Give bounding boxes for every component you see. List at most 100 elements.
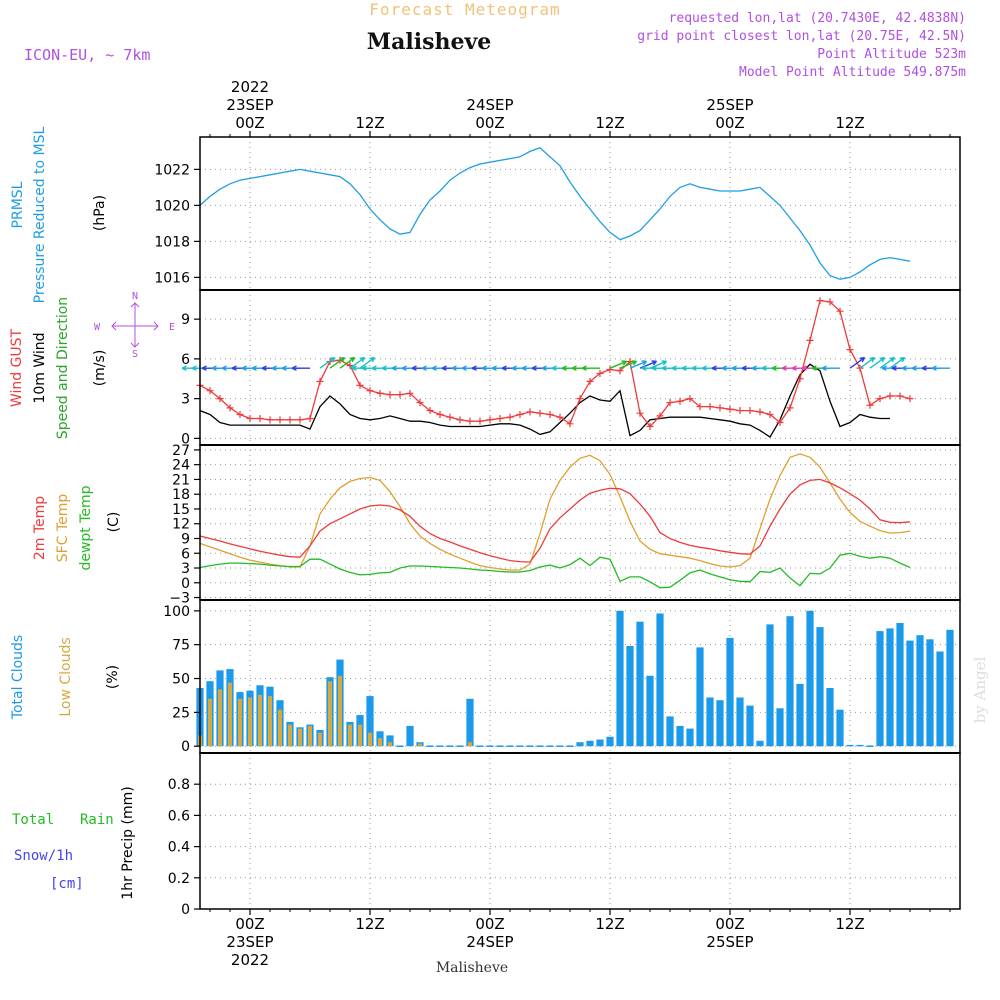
pressure-ytick-label: 1022 bbox=[154, 162, 190, 178]
wind-direction-arrow bbox=[859, 356, 876, 369]
wind-gust-marker bbox=[226, 404, 234, 412]
wind-gust-marker bbox=[596, 369, 604, 377]
total-cloud-bar bbox=[676, 725, 684, 747]
total-cloud-bar bbox=[596, 739, 604, 747]
wind-direction-arrow bbox=[889, 356, 906, 369]
wind-gust-marker bbox=[486, 416, 494, 424]
wind-ytick-label: 9 bbox=[181, 312, 190, 328]
t2m-temp-line bbox=[199, 478, 911, 563]
precip-ytick-label: 0.8 bbox=[168, 777, 190, 793]
bottom-time-label: 23SEP bbox=[226, 933, 273, 951]
wind-gust-marker bbox=[396, 391, 404, 399]
precip-ytick-label: 0.2 bbox=[168, 871, 190, 887]
precip-label-cm: [cm] bbox=[50, 876, 84, 892]
wind-gust-marker bbox=[276, 416, 284, 424]
wind-direction-arrow bbox=[339, 356, 356, 369]
wind-gust-marker bbox=[736, 407, 744, 415]
pressure-label-msl: Pressure Reduced to MSL bbox=[32, 126, 48, 303]
wind-gust-marker bbox=[426, 407, 434, 415]
total-cloud-bar bbox=[846, 744, 854, 747]
temp-ytick-label: 18 bbox=[172, 487, 190, 503]
wind-gust-marker bbox=[696, 403, 704, 411]
wind-gust-marker bbox=[666, 399, 674, 407]
temp-labels: 2m Temp SFC Temp dewpt Temp (C) bbox=[32, 485, 122, 570]
sfc-temp-line bbox=[199, 453, 911, 571]
bottom-time-label: 12Z bbox=[595, 915, 624, 933]
wind-gust-marker bbox=[236, 411, 244, 419]
total-cloud-bar bbox=[466, 698, 474, 747]
total-cloud-bar bbox=[796, 683, 804, 747]
wind-direction-arrow bbox=[619, 360, 638, 369]
total-cloud-bar bbox=[726, 637, 734, 747]
temp-label-dewpt: dewpt Temp bbox=[78, 485, 94, 570]
precip-ytick-label: 0 bbox=[181, 902, 190, 918]
wind-direction-arrow bbox=[629, 360, 648, 369]
wind-direction-arrow bbox=[869, 356, 886, 369]
frame-layer bbox=[199, 136, 961, 910]
compass-west: W bbox=[94, 322, 101, 333]
precip-frame bbox=[199, 752, 961, 910]
pressure-labels: PRMSL Pressure Reduced to MSL (hPa) bbox=[10, 126, 108, 303]
credit-watermark: by Angel bbox=[971, 656, 989, 723]
low-cloud-bar bbox=[308, 725, 312, 747]
wind-gust-marker bbox=[356, 381, 364, 389]
wind-gust-marker bbox=[686, 395, 694, 403]
low-cloud-bar bbox=[348, 724, 352, 747]
bottom-time-label: 12Z bbox=[355, 915, 384, 933]
precip-ytick-label: 0.6 bbox=[168, 808, 190, 824]
wind-direction-arrow bbox=[581, 365, 600, 371]
pressure-ytick-label: 1016 bbox=[154, 270, 190, 286]
total-cloud-bar bbox=[766, 624, 774, 747]
pressure-ytick-label: 1020 bbox=[154, 198, 190, 214]
total-cloud-bar bbox=[776, 708, 784, 747]
wind-ytick-label: 0 bbox=[181, 431, 190, 447]
total-cloud-bar bbox=[656, 613, 664, 747]
low-cloud-bar bbox=[318, 732, 322, 747]
bottom-time-label: 2022 bbox=[231, 951, 269, 969]
low-cloud-bar bbox=[288, 724, 292, 747]
top-time-label: 12Z bbox=[595, 114, 624, 132]
wind-gust-marker bbox=[506, 413, 514, 421]
temp-ytick-label: 0 bbox=[181, 576, 190, 592]
total-cloud-bar bbox=[406, 725, 414, 747]
top-time-label: 2022 bbox=[231, 78, 269, 96]
wind-direction-arrow bbox=[329, 356, 346, 369]
wind-direction-arrow bbox=[609, 360, 628, 369]
wind-gust-marker bbox=[306, 415, 314, 423]
wind-label-10m: 10m Wind bbox=[32, 332, 48, 403]
wind-direction-arrow bbox=[291, 365, 310, 371]
total-cloud-bar bbox=[876, 631, 884, 747]
low-cloud-bar bbox=[218, 689, 222, 747]
total-cloud-bar bbox=[786, 616, 794, 747]
wind-gust-marker bbox=[676, 397, 684, 405]
wind-gust-marker bbox=[496, 415, 504, 423]
wind-gust-marker bbox=[256, 415, 264, 423]
low-cloud-bar bbox=[388, 742, 392, 747]
temp-label-sfc: SFC Temp bbox=[55, 494, 71, 563]
low-cloud-bar bbox=[258, 694, 262, 747]
precip-labels: Total Rain Snow/1h [cm] 1hr Precip (mm) bbox=[12, 786, 136, 899]
low-cloud-bar bbox=[208, 698, 212, 747]
wind-gust-marker bbox=[806, 336, 814, 344]
low-cloud-bar bbox=[358, 724, 362, 747]
clouds-ytick-label: 100 bbox=[163, 604, 190, 620]
wind-gust-marker bbox=[386, 391, 394, 399]
total-cloud-bar bbox=[836, 709, 844, 747]
clouds-ytick-label: 0 bbox=[181, 739, 190, 755]
gridpoint-coords: grid point closest lon,lat (20.75E, 42.5… bbox=[637, 29, 966, 44]
precip-label-snow: Snow/1h bbox=[14, 848, 73, 864]
top-time-label: 23SEP bbox=[226, 96, 273, 114]
total-cloud-bar bbox=[606, 736, 614, 747]
total-cloud-bar bbox=[576, 742, 584, 747]
wind-gust-marker bbox=[656, 412, 664, 420]
requested-coords: requested lon,lat (20.7430E, 42.4838N) bbox=[669, 11, 966, 26]
wind-gust-marker bbox=[906, 395, 914, 403]
wind-ytick-label: 3 bbox=[181, 392, 190, 408]
wind-gust-marker bbox=[446, 413, 454, 421]
temp-unit: (C) bbox=[106, 512, 122, 533]
wind-gust-marker bbox=[706, 403, 714, 411]
low-cloud-bar bbox=[268, 696, 272, 747]
low-cloud-bar bbox=[248, 697, 252, 747]
wind-gust-marker bbox=[536, 409, 544, 417]
